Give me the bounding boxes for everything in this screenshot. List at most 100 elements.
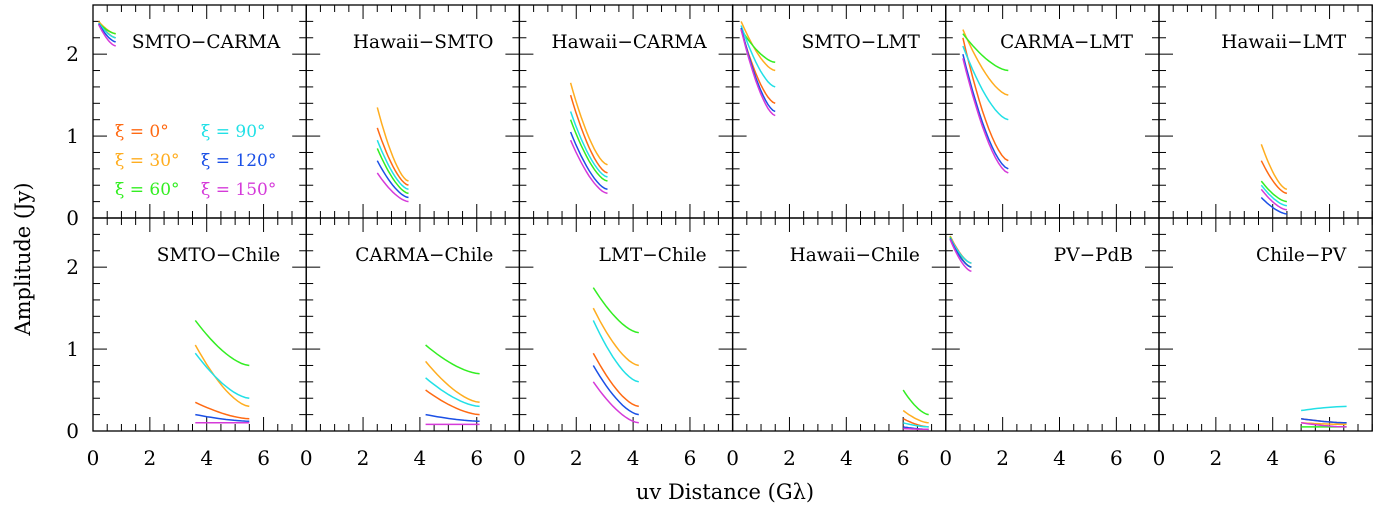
data-curve	[592, 287, 639, 334]
x-tick-label: 6	[1323, 446, 1336, 470]
data-curve	[962, 45, 1009, 121]
legend-item: ξ = 60°	[115, 180, 180, 200]
x-tick-label: 2	[143, 446, 156, 470]
panel-title: Chile−PV	[1256, 245, 1347, 266]
data-curve	[376, 172, 409, 203]
data-curve	[902, 422, 929, 428]
panel: SMTO−LMT	[731, 4, 947, 219]
x-tick-label: 6	[257, 446, 270, 470]
data-curve	[98, 23, 116, 43]
data-curve	[376, 139, 409, 191]
y-tick-label: 2	[66, 255, 79, 279]
x-tick-label: 0	[300, 446, 313, 470]
panel-title: LMT−Chile	[599, 245, 707, 266]
panel: 0 2 4 6 LMT−Chile	[513, 217, 734, 470]
y-tick-label: 0	[66, 206, 79, 230]
legend-item: ξ = 120°	[201, 151, 276, 171]
x-tick-label: 4	[414, 446, 427, 470]
x-axis-title: uv Distance (Gλ)	[636, 480, 814, 504]
y-axis-title: Amplitude (Jy)	[11, 182, 35, 336]
data-curve	[740, 25, 776, 88]
data-curve	[425, 389, 480, 416]
y-tick-label: 0	[66, 419, 79, 443]
data-curve	[425, 413, 480, 422]
panel-title: Hawaii−Chile	[790, 245, 920, 266]
panel-frame	[1158, 217, 1373, 432]
data-curve	[1260, 184, 1288, 207]
legend-item: ξ = 150°	[201, 180, 276, 200]
x-tick-label: 2	[357, 446, 370, 470]
data-curve	[376, 148, 409, 195]
data-curve	[592, 352, 639, 408]
data-curve	[1300, 422, 1347, 428]
panel-title: PV−PdB	[1054, 245, 1133, 266]
data-curve	[592, 320, 639, 383]
x-tick-label: 4	[1266, 446, 1279, 470]
legend-item: ξ = 30°	[115, 151, 180, 171]
panel-title: SMTO−LMT	[802, 32, 921, 53]
panel: 0 2 4 6 0 1 2 SMTO−Chile	[66, 217, 307, 470]
data-curve	[1300, 417, 1347, 424]
x-tick-label: 0	[1153, 446, 1166, 470]
panel-title: CARMA−Chile	[355, 245, 493, 266]
y-tick-label: 2	[66, 42, 79, 66]
data-curve	[376, 127, 409, 186]
data-curve	[425, 360, 480, 404]
data-curve	[569, 139, 608, 195]
panel: 0 2 4 6 Hawaii−Chile	[726, 217, 947, 470]
panel-title: Hawaii−SMTO	[353, 32, 493, 53]
data-curve	[569, 94, 608, 174]
data-curve	[1260, 196, 1287, 215]
data-curve	[569, 119, 608, 182]
panel: Hawaii−CARMA	[518, 4, 734, 219]
x-tick-label: 6	[897, 446, 910, 470]
x-tick-label: 4	[1053, 446, 1066, 470]
x-tick-label: 4	[627, 446, 640, 470]
data-curve	[569, 82, 608, 166]
x-tick-label: 0	[87, 446, 100, 470]
data-curve	[1260, 144, 1288, 191]
data-curve	[194, 344, 250, 408]
y-tick-label: 1	[66, 124, 79, 148]
data-curve	[1260, 188, 1288, 211]
x-tick-label: 2	[996, 446, 1009, 470]
data-curve	[962, 37, 1009, 162]
data-curve	[962, 33, 1009, 72]
x-tick-label: 6	[470, 446, 483, 470]
x-tick-label: 0	[513, 446, 526, 470]
panel: Hawaii−LMT	[1158, 4, 1373, 219]
data-curve	[98, 22, 116, 39]
data-curve	[569, 111, 608, 178]
panel: 0 2 4 6 PV−PdB	[939, 217, 1160, 470]
data-curve	[1301, 405, 1347, 412]
data-curve	[903, 427, 929, 431]
data-curve	[98, 24, 116, 47]
data-curve	[592, 381, 639, 424]
x-tick-label: 4	[840, 446, 853, 470]
data-curve	[425, 377, 480, 408]
x-tick-label: 0	[939, 446, 952, 470]
x-tick-label: 2	[570, 446, 583, 470]
x-tick-label: 0	[726, 446, 739, 470]
panel-title: Hawaii−CARMA	[551, 32, 707, 53]
data-curve	[1260, 160, 1288, 195]
x-tick-label: 2	[1209, 446, 1222, 470]
data-curve	[740, 29, 776, 117]
data-curve	[194, 319, 250, 367]
panel-title: CARMA−LMT	[1000, 32, 1133, 53]
data-curve	[949, 239, 972, 273]
data-curve	[592, 307, 639, 367]
x-tick-label: 4	[200, 446, 213, 470]
data-curve	[1260, 180, 1288, 203]
panel: 0 2 4 6 Chile−PV	[1153, 217, 1373, 470]
data-curve	[194, 401, 250, 420]
data-curve	[902, 389, 929, 416]
x-tick-label: 6	[684, 446, 697, 470]
legend-item: ξ = 0°	[115, 122, 169, 142]
data-curve	[962, 58, 1009, 174]
panel-title: SMTO−Chile	[157, 245, 281, 266]
data-curve	[902, 409, 929, 424]
data-curve	[740, 21, 776, 72]
panel-title: SMTO−CARMA	[132, 32, 281, 53]
